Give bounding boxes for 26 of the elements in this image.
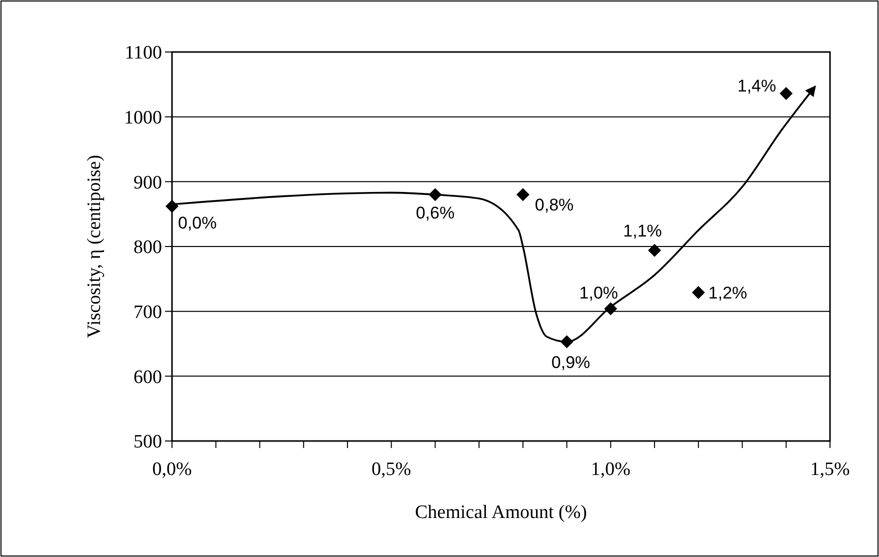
point: [166, 200, 178, 213]
annotation: 0,8%: [534, 196, 574, 215]
y-tick-label: 500: [134, 432, 162, 453]
point: [516, 188, 530, 202]
annotation: 1,0%: [579, 284, 618, 303]
y-tick-label: 800: [134, 237, 162, 258]
annotation: 0,0%: [178, 213, 217, 232]
x-tick-label: 1,5%: [810, 459, 850, 480]
annotation: 0,9%: [551, 352, 590, 372]
x-tick-label: 1,0%: [590, 459, 631, 480]
annotation: 1,4%: [737, 76, 776, 96]
annotation: 1,1%: [623, 221, 662, 240]
annotation: 1,2%: [708, 284, 748, 303]
point: [780, 86, 793, 100]
x-tick-label: 0,0%: [152, 459, 192, 480]
point: [648, 244, 662, 257]
y-tick-label: 700: [134, 302, 162, 323]
y-tick-label: 900: [134, 172, 162, 194]
x-tick-label: 0,5%: [372, 459, 412, 480]
annotation: 0,6%: [416, 204, 455, 223]
y-tick-label: 1100: [124, 42, 162, 64]
y-tick-label: 1000: [124, 107, 162, 128]
point: [692, 286, 705, 300]
x-axis-title: Chemical Amount (%): [414, 502, 588, 523]
y-tick-label: 600: [134, 366, 162, 388]
y-axis-title: Viscosity, η (centipoise): [84, 154, 105, 338]
